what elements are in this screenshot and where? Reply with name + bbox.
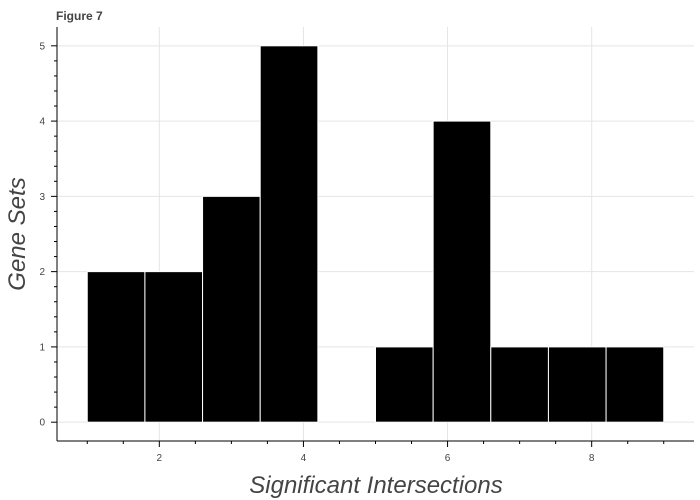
y-tick-label: 4	[39, 117, 45, 128]
axes: 2 4 6 8 0 1 2 3 4 5	[39, 27, 694, 464]
chart-title: Figure 7	[56, 9, 103, 23]
x-tick-label: 4	[301, 453, 307, 464]
x-tick-label: 8	[589, 453, 595, 464]
x-tick-label: 6	[445, 453, 451, 464]
histogram-bar	[490, 346, 549, 423]
y-tick-label: 5	[39, 41, 45, 52]
y-tick-label: 3	[39, 192, 45, 203]
histogram-bar	[144, 271, 204, 423]
histogram-bar	[86, 271, 146, 423]
y-tick-label: 0	[39, 418, 45, 429]
y-tick-label: 2	[39, 267, 45, 278]
x-tick-label: 2	[157, 453, 163, 464]
bars	[86, 45, 665, 423]
y-tick-label: 1	[39, 342, 45, 353]
histogram-bar	[202, 195, 261, 423]
histogram-bar	[547, 346, 607, 423]
histogram-bar	[375, 346, 434, 423]
histogram-bar	[259, 45, 319, 423]
x-axis-label: Significant Intersections	[249, 472, 502, 499]
histogram-bar	[432, 120, 492, 423]
y-axis-label: Gene Sets	[4, 177, 31, 290]
histogram-bar	[605, 346, 665, 423]
